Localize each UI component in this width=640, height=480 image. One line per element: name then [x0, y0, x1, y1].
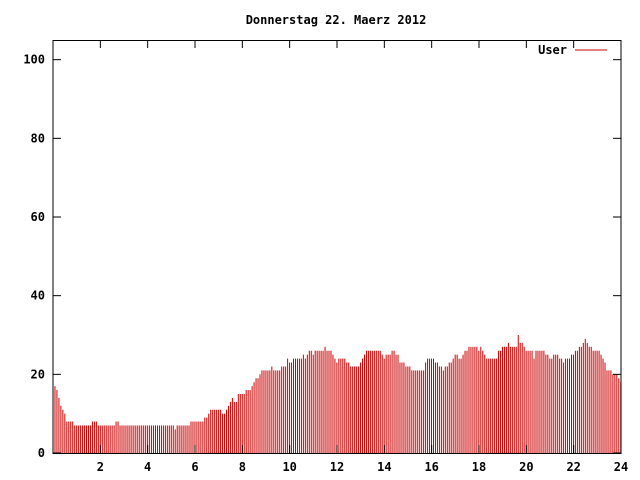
- y-tick-label: 20: [31, 367, 45, 381]
- y-tick-label: 40: [31, 289, 45, 303]
- x-tick-label: 8: [239, 460, 246, 474]
- x-axis: 2 4 6 8 10 12 14 16 18 20 22 24: [97, 40, 628, 474]
- bar-series-user: [52, 335, 622, 453]
- y-tick-label: 0: [38, 446, 45, 460]
- y-axis: 0 20 40 60 80 100: [23, 53, 621, 460]
- legend-label: User: [538, 43, 567, 57]
- x-tick-label: 24: [614, 460, 628, 474]
- x-tick-label: 20: [519, 460, 533, 474]
- y-tick-label: 60: [31, 210, 45, 224]
- x-tick-label: 14: [377, 460, 391, 474]
- y-tick-label: 80: [31, 131, 45, 145]
- x-tick-label: 10: [282, 460, 296, 474]
- x-tick-label: 16: [424, 460, 438, 474]
- chart-title: Donnerstag 22. Maerz 2012: [246, 13, 427, 27]
- x-tick-label: 6: [191, 460, 198, 474]
- x-tick-label: 4: [144, 460, 151, 474]
- legend: User: [538, 43, 607, 57]
- x-tick-label: 22: [566, 460, 580, 474]
- x-tick-label: 12: [330, 460, 344, 474]
- x-tick-label: 2: [97, 460, 104, 474]
- y-tick-label: 100: [23, 53, 45, 67]
- x-tick-label: 18: [472, 460, 486, 474]
